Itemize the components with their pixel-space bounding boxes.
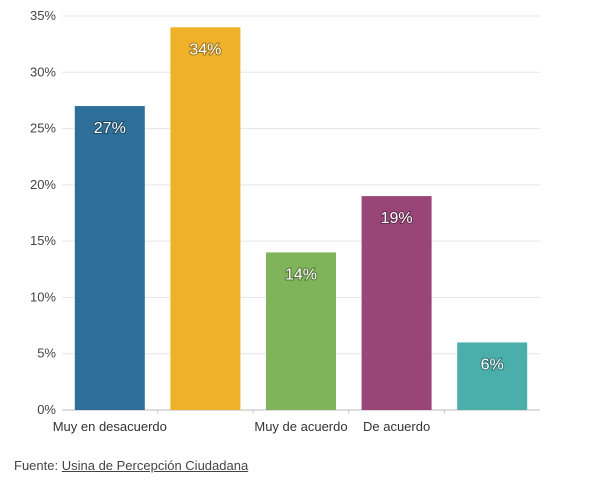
data-label: 27% xyxy=(94,120,126,137)
y-tick-label: 25% xyxy=(30,121,56,136)
category-label: Muy en desacuerdo xyxy=(53,419,167,434)
bar xyxy=(457,342,528,410)
y-tick-label: 15% xyxy=(30,233,56,248)
category-label: De acuerdo xyxy=(363,419,430,434)
bar xyxy=(74,106,145,411)
source-link[interactable]: Usina de Percepción Ciudadana xyxy=(61,458,249,473)
y-tick-label: 5% xyxy=(37,346,56,361)
y-tick-label: 30% xyxy=(30,64,56,79)
y-tick-label: 10% xyxy=(30,289,56,304)
bar xyxy=(170,27,241,411)
source-note: Fuente: Usina de Percepción Ciudadana xyxy=(14,458,248,473)
y-tick-label: 20% xyxy=(30,177,56,192)
y-tick-label: 0% xyxy=(37,402,56,417)
bar xyxy=(266,252,336,410)
data-label: 6% xyxy=(481,356,504,373)
bar xyxy=(361,196,432,410)
bar-chart: 0% 5% 10% 15% 20% 25% 30% 35% 27% Muy en desacuer… xyxy=(30,8,540,434)
category-label: Muy de acuerdo xyxy=(254,419,347,434)
data-label: 19% xyxy=(381,210,413,227)
source-prefix: Fuente: xyxy=(14,458,59,473)
y-tick-label: 35% xyxy=(30,8,56,23)
data-label: 14% xyxy=(285,266,317,283)
data-label: 34% xyxy=(189,41,221,58)
